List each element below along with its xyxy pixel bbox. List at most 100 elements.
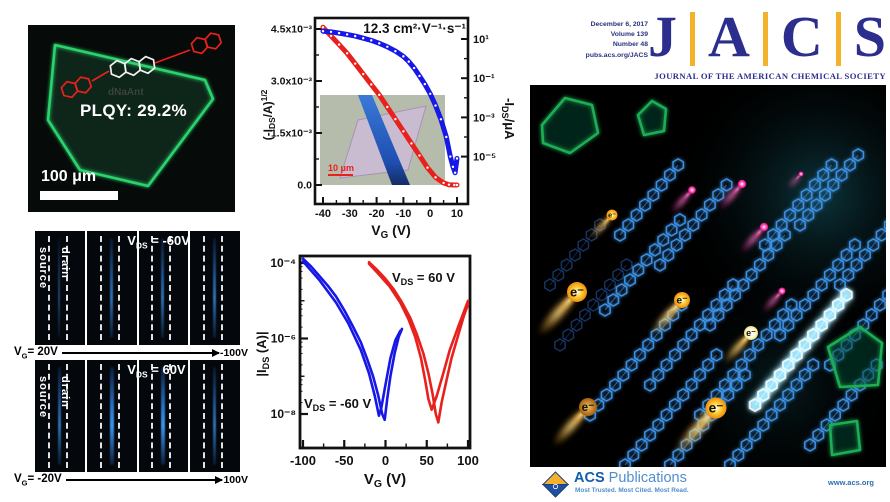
electron-comet bbox=[674, 397, 727, 454]
issue-date: December 6, 2017 bbox=[590, 21, 648, 28]
molecular-ribbon bbox=[654, 178, 733, 272]
electron-comet bbox=[552, 398, 597, 447]
naphthalene-group bbox=[60, 76, 93, 99]
device-frame bbox=[86, 360, 137, 472]
source-label: source bbox=[37, 246, 49, 290]
electrode-edge-dash bbox=[117, 364, 120, 468]
electrode-edge-dash bbox=[99, 364, 102, 468]
cover-artwork: e⁻ e⁻ e⁻ e⁻ e⁻ e⁻ bbox=[530, 45, 890, 502]
exciton-comet bbox=[762, 287, 786, 313]
svg-text:0: 0 bbox=[427, 208, 433, 220]
device-frames-row-1: source drain VDS = -60V bbox=[35, 231, 240, 345]
y-axis-ticks bbox=[300, 261, 308, 416]
crystal-outlines bbox=[540, 96, 884, 457]
molecular-ribbon bbox=[554, 258, 633, 352]
drain-label: drain bbox=[59, 246, 71, 279]
electrode-edge-dash bbox=[203, 364, 206, 468]
jacs-letter-j: J bbox=[648, 4, 677, 69]
molecular-ribbon bbox=[748, 287, 853, 413]
exciton-comet bbox=[670, 186, 696, 215]
svg-text:1.5x10⁻³: 1.5x10⁻³ bbox=[271, 128, 313, 140]
acs-diamond-icon bbox=[541, 471, 570, 498]
acs-url: www.acs.org bbox=[828, 478, 874, 487]
source-label: source bbox=[37, 375, 49, 418]
vg-start-label: VG= -20V bbox=[14, 472, 62, 488]
gold-divider bbox=[835, 12, 841, 66]
cover-art-drawing: e⁻ e⁻ e⁻ e⁻ e⁻ e⁻ bbox=[530, 45, 890, 502]
issue-number: Number 48 bbox=[612, 41, 648, 49]
sweep-arrow bbox=[65, 476, 224, 484]
device-imaging-panel: source drain VDS = -60V VG= 20V -100V bbox=[14, 231, 248, 488]
jacs-letter-a: A bbox=[707, 4, 750, 69]
svg-text:4.5x10⁻³: 4.5x10⁻³ bbox=[271, 24, 313, 36]
molecular-ribbon bbox=[599, 213, 686, 317]
molecular-ribbon bbox=[704, 228, 791, 332]
scale-bar bbox=[40, 191, 118, 200]
electron-comet bbox=[590, 209, 618, 240]
series-VDS-neg-60 bbox=[301, 260, 402, 417]
gate-sweep-row-1: VG= 20V -100V bbox=[14, 346, 248, 360]
left-axis-label: (-IDS/A)1/2 bbox=[259, 89, 277, 140]
jacs-letter-c: C bbox=[780, 4, 823, 69]
svg-text:10: 10 bbox=[451, 208, 463, 220]
vds-label: VDS = -60V bbox=[127, 233, 190, 251]
emission-streak bbox=[109, 237, 113, 339]
molecular-ribbon bbox=[724, 358, 820, 472]
device-frame bbox=[138, 360, 189, 472]
svg-text:0: 0 bbox=[382, 453, 389, 468]
annotation-vds-neg: VDS = -60 V bbox=[304, 396, 372, 413]
inset-scale-label: 10 μm bbox=[328, 163, 354, 173]
acs-publications-brand: ACS Publications bbox=[574, 470, 687, 486]
emission-streak bbox=[161, 366, 166, 466]
journal-subtitle: JOURNAL OF THE AMERICAN CHEMICAL SOCIETY bbox=[654, 71, 886, 81]
svg-text:10¹: 10¹ bbox=[473, 34, 489, 46]
jacs-letter-s: S bbox=[853, 4, 886, 69]
electron-label: e⁻ bbox=[746, 328, 756, 338]
emission-streak bbox=[57, 366, 61, 466]
electrode-edge-dash bbox=[47, 364, 50, 468]
compound-watermark: dNaAnt bbox=[108, 87, 144, 98]
series-VDS-neg-60 bbox=[301, 257, 404, 422]
publications-brand-text: Publications bbox=[608, 470, 687, 486]
electrode-edge-dash bbox=[169, 364, 172, 468]
x-axis-ticks bbox=[322, 197, 458, 204]
svg-text:10⁻⁴: 10⁻⁴ bbox=[270, 256, 296, 270]
svg-text:-30: -30 bbox=[342, 208, 358, 220]
fluorescence-micrograph-panel: dNaAnt PLQY: 29.2% 100 μm bbox=[28, 25, 235, 212]
electrode-edge-dash bbox=[99, 235, 102, 341]
mobility-annotation: 12.3 cm²·V⁻¹·s⁻¹ bbox=[363, 21, 466, 36]
device-frame bbox=[190, 360, 240, 472]
acs-logo bbox=[541, 471, 570, 502]
electrode-edge-dash bbox=[221, 235, 224, 341]
device-frame bbox=[190, 231, 240, 345]
svg-text:3.0x10⁻³: 3.0x10⁻³ bbox=[271, 76, 313, 88]
vg-end-label: 100V bbox=[223, 474, 248, 486]
y-axis-label: |IDS (A)| bbox=[254, 331, 271, 376]
electrode-edge-dash bbox=[65, 364, 68, 468]
jacs-cover: December 6, 2017 Volume 139 Number 48 pu… bbox=[528, 0, 890, 502]
x-axis-label: VG (V) bbox=[364, 471, 406, 490]
device-frame bbox=[138, 231, 189, 345]
electron-label: e⁻ bbox=[582, 401, 595, 414]
vg-start-label: VG= 20V bbox=[14, 345, 58, 361]
electron-label: e⁻ bbox=[570, 285, 584, 300]
x-axis-label: VG (V) bbox=[371, 222, 411, 241]
inset-micrograph: 10 μm bbox=[320, 95, 445, 185]
acs-brand-text: ACS bbox=[574, 470, 605, 486]
molecular-ribbon bbox=[794, 148, 865, 232]
svg-text:10⁻³: 10⁻³ bbox=[473, 112, 495, 124]
svg-text:-100: -100 bbox=[290, 453, 316, 468]
device-frame: source drain bbox=[35, 231, 85, 345]
ambipolar-transfer-chart: -100 -50 0 50 100 VG (V) 10⁻⁴ 10⁻⁶ 10⁻⁸ |IDS (A)|… bbox=[254, 254, 479, 490]
issue-info: December 6, 2017 Volume 139 Number 48 pu… bbox=[548, 20, 648, 61]
svg-text:10⁻⁸: 10⁻⁸ bbox=[271, 407, 296, 421]
annotation-vds-pos: VDS = 60 V bbox=[392, 270, 455, 287]
electron-comet bbox=[537, 282, 587, 336]
right-axis-label: -IDS/μA bbox=[500, 98, 517, 140]
electrode-edge-dash bbox=[151, 235, 154, 341]
gold-divider bbox=[689, 12, 695, 66]
electrode-edge-dash bbox=[169, 235, 172, 341]
naphthalene-group bbox=[190, 32, 223, 55]
electrode-edge-dash bbox=[151, 364, 154, 468]
svg-text:-20: -20 bbox=[369, 208, 385, 220]
